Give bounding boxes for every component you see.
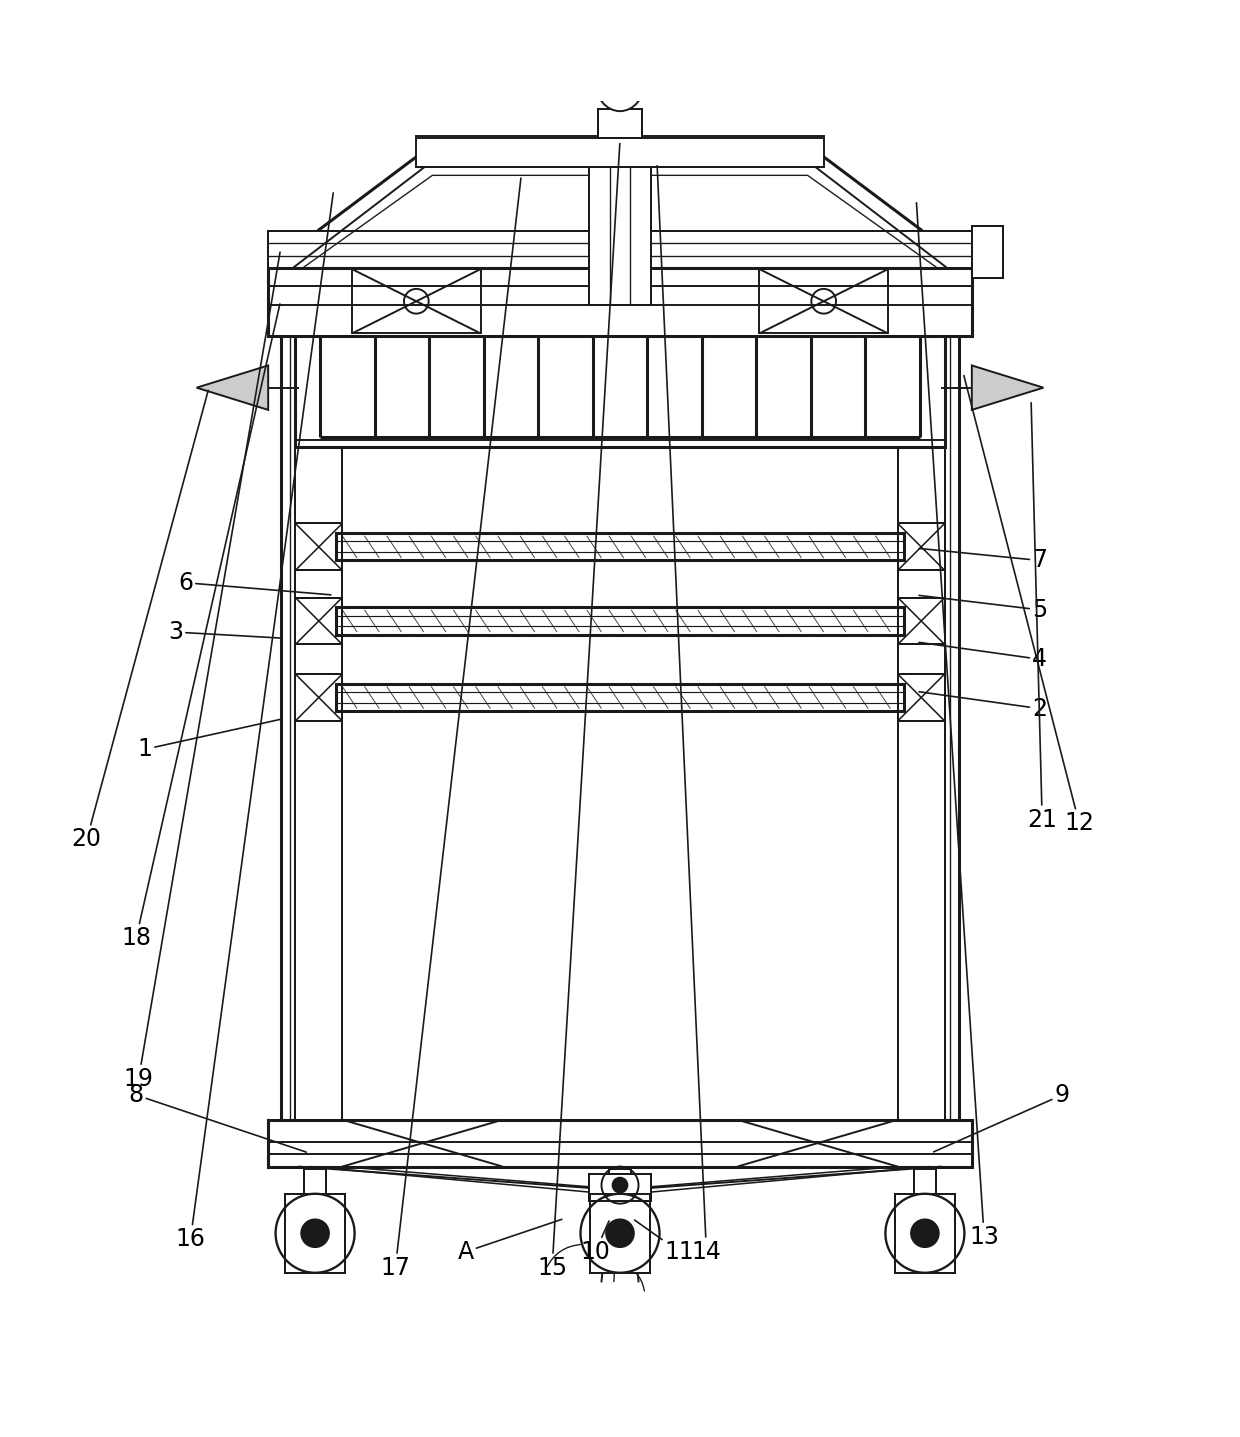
Bar <box>898 267 945 1119</box>
Bar <box>295 523 342 570</box>
Bar <box>609 1170 631 1194</box>
Bar <box>598 109 642 138</box>
Text: 7: 7 <box>919 549 1048 572</box>
Text: 9: 9 <box>934 1083 1069 1152</box>
Bar <box>898 674 945 721</box>
Bar <box>590 1194 650 1273</box>
Text: 13: 13 <box>916 203 999 1249</box>
Text: 4: 4 <box>919 642 1048 671</box>
Circle shape <box>301 1220 329 1247</box>
Bar <box>336 533 904 560</box>
Bar <box>417 137 823 167</box>
Bar <box>285 1194 345 1273</box>
Bar <box>898 523 945 570</box>
Text: 19: 19 <box>124 251 280 1091</box>
Bar <box>895 1194 955 1273</box>
Text: 5: 5 <box>919 595 1048 622</box>
Bar <box>898 674 945 721</box>
Bar <box>898 598 945 644</box>
Bar <box>295 674 342 721</box>
Bar <box>295 674 342 721</box>
Bar <box>589 1174 651 1201</box>
Text: 2: 2 <box>919 691 1048 720</box>
Text: 20: 20 <box>72 391 208 852</box>
Bar <box>898 267 945 1119</box>
Bar <box>589 167 651 305</box>
Bar <box>898 598 945 644</box>
Bar <box>895 1194 955 1273</box>
Text: 18: 18 <box>122 305 280 950</box>
Circle shape <box>606 1220 634 1247</box>
Bar <box>972 226 1003 277</box>
Bar <box>295 323 945 447</box>
Text: 11: 11 <box>635 1220 694 1263</box>
Text: 21: 21 <box>1027 402 1058 832</box>
Bar <box>268 1119 972 1167</box>
Text: 10: 10 <box>580 1221 610 1263</box>
Bar <box>295 267 342 1119</box>
Bar <box>336 684 904 711</box>
Text: A: A <box>458 1220 562 1263</box>
Ellipse shape <box>595 52 645 111</box>
Bar <box>268 231 972 267</box>
Bar <box>589 1174 651 1201</box>
Bar <box>759 269 888 333</box>
Polygon shape <box>197 365 268 410</box>
Bar <box>336 684 904 711</box>
Bar <box>285 1194 345 1273</box>
Bar <box>295 598 342 644</box>
Text: 1: 1 <box>138 718 281 762</box>
Circle shape <box>911 1220 939 1247</box>
Bar <box>295 267 342 1119</box>
Text: 15: 15 <box>537 144 620 1280</box>
Text: 16: 16 <box>176 193 334 1252</box>
Bar <box>295 598 342 644</box>
Bar <box>304 1170 326 1194</box>
Bar <box>914 1170 936 1194</box>
Bar <box>268 267 972 336</box>
Bar <box>898 523 945 570</box>
Bar <box>914 1170 936 1194</box>
Bar <box>336 533 904 560</box>
Circle shape <box>613 1178 627 1193</box>
Bar <box>609 1170 631 1194</box>
Bar <box>268 231 972 267</box>
Bar <box>295 523 342 570</box>
Bar <box>972 226 1003 277</box>
Polygon shape <box>972 365 1043 410</box>
Bar <box>268 267 972 336</box>
Polygon shape <box>268 157 972 267</box>
Text: 3: 3 <box>169 621 281 644</box>
Bar <box>295 323 945 447</box>
Bar <box>589 167 651 305</box>
Bar <box>304 1170 326 1194</box>
Bar <box>352 269 481 333</box>
Bar <box>336 608 904 635</box>
Bar <box>268 1119 972 1167</box>
Text: 12: 12 <box>963 375 1094 835</box>
Bar <box>598 109 642 138</box>
Bar <box>336 608 904 635</box>
Text: 8: 8 <box>129 1083 306 1152</box>
Text: 6: 6 <box>179 570 331 595</box>
Text: 14: 14 <box>657 165 722 1263</box>
Text: 17: 17 <box>381 178 521 1280</box>
Bar <box>590 1194 650 1273</box>
